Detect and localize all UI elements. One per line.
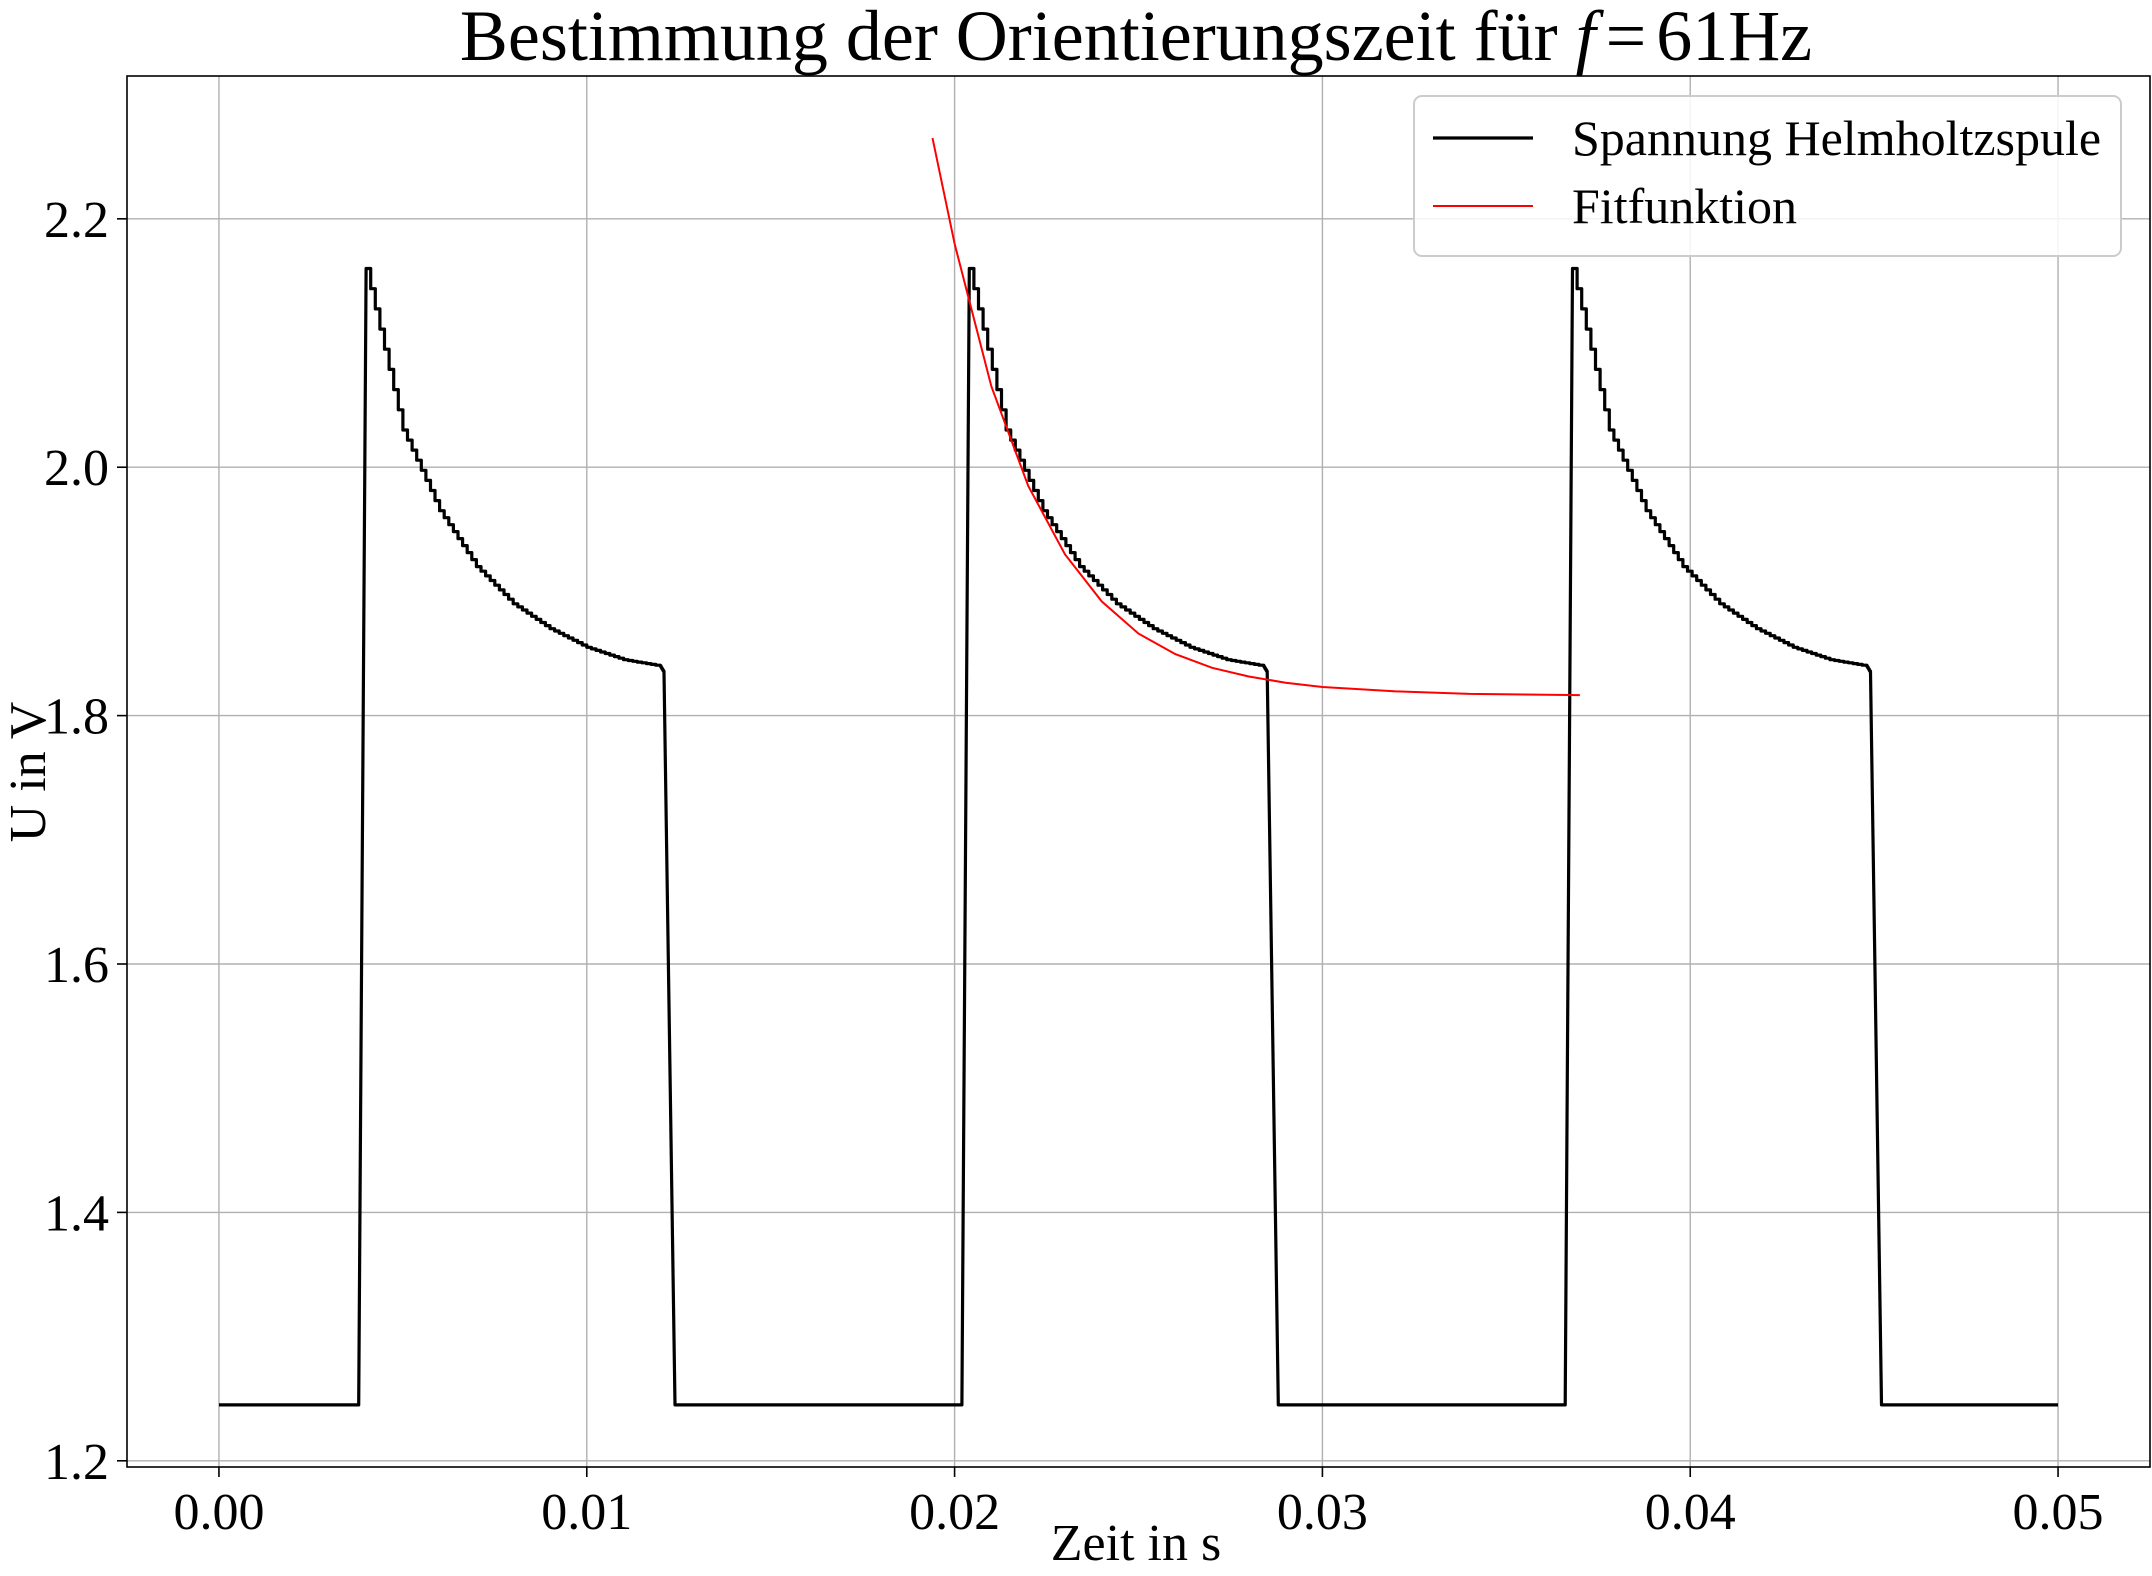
legend: Spannung Helmholtzspule Fitfunktion <box>1413 95 2122 257</box>
y-tick-label: 1.2 <box>44 1434 109 1491</box>
y-tick-label: 1.8 <box>44 689 109 746</box>
legend-label-voltage: Spannung Helmholtzspule <box>1572 110 2101 166</box>
y-tick-label: 2.0 <box>44 440 109 497</box>
series-voltage-line <box>219 266 2058 1407</box>
chart-title-prefix: Bestimmung der Orientierungszeit für <box>460 0 1576 76</box>
x-tick-label: 0.02 <box>909 1484 1000 1541</box>
plot-frame <box>126 75 2151 1468</box>
x-tick-label: 0.05 <box>2013 1484 2104 1541</box>
chart-title-equals: = <box>1606 0 1647 76</box>
y-tick-label: 1.4 <box>44 1185 109 1242</box>
x-tick-label: 0.04 <box>1645 1484 1736 1541</box>
grid-layer <box>127 76 2150 1467</box>
y-tick-label: 1.6 <box>44 937 109 994</box>
chart-title: Bestimmung der Orientierungszeit für f = 6… <box>460 0 1812 76</box>
chart-title-value: 61Hz <box>1656 0 1812 76</box>
tick-layer: 0.00 0.01 0.02 0.03 0.04 0.05 1.2 1.4 1.6 1.8 2.0 2… <box>44 192 2104 1541</box>
y-tick-label: 2.2 <box>44 192 109 249</box>
x-tick-label: 0.00 <box>173 1484 264 1541</box>
x-axis-label: Zeit in s <box>1051 1515 1221 1572</box>
legend-label-fit: Fitfunktion <box>1572 178 1797 234</box>
x-tick-label: 0.03 <box>1277 1484 1368 1541</box>
series-layer <box>219 137 2058 1407</box>
y-axis-label: U in V <box>0 702 57 843</box>
legend-box <box>1413 95 2122 257</box>
x-tick-label: 0.01 <box>541 1484 632 1541</box>
series-fit-line <box>931 137 1580 697</box>
